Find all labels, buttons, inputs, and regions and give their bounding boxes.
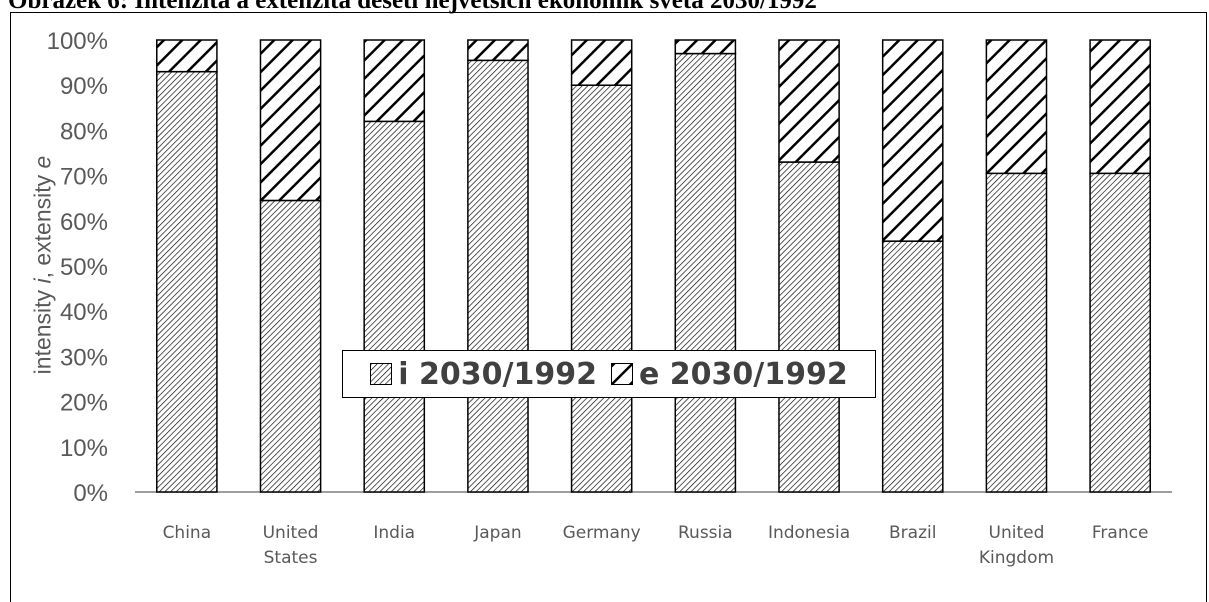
bar-i-segment: [674, 52, 737, 493]
y-tick-label: 0%: [73, 480, 108, 507]
legend-label-e: e 2030/1992: [638, 356, 848, 392]
bar-i-segment: [259, 199, 322, 493]
bar-i-segment: [363, 120, 426, 493]
legend-item-i: i 2030/1992: [370, 357, 597, 392]
x-tick-label: Germany: [563, 523, 641, 543]
y-tick-label: 80%: [60, 118, 108, 145]
bar-i-segment: [1089, 172, 1151, 493]
bar-e-segment: [985, 39, 1048, 175]
bar-e-segment: [467, 39, 529, 62]
x-tick-label: Russia: [678, 523, 733, 543]
chart-title: Obrázek 6: Intenzita a extenzita deseti …: [8, 0, 817, 14]
x-tick-label: United States: [263, 523, 319, 568]
y-axis-label-part: , extensity: [29, 168, 56, 279]
bar-e-segment: [1089, 39, 1151, 175]
y-tick-label: 70%: [60, 164, 108, 191]
chart-legend: i 2030/1992 e 2030/1992: [342, 350, 876, 398]
y-tick-label: 100%: [47, 28, 108, 55]
y-axis-label: intensity i, extensity e: [30, 156, 57, 375]
bar-e-segment: [674, 39, 737, 55]
x-tick-label: Indonesia: [768, 523, 850, 543]
x-tick-label: China: [163, 523, 212, 543]
bar-e-segment: [156, 39, 218, 73]
y-axis-label-var-e: e: [29, 155, 56, 169]
bar-i-segment: [778, 161, 840, 493]
x-tick-label: France: [1092, 523, 1149, 543]
y-axis-label-var-i: i: [29, 278, 56, 284]
y-tick-label: 10%: [60, 435, 108, 462]
chart-frame: [10, 12, 1207, 602]
x-tick-label: Brazil: [889, 523, 936, 543]
bar-i-segment: [985, 172, 1048, 493]
x-tick-label: Japan: [473, 523, 521, 543]
y-tick-label: 50%: [60, 254, 108, 281]
bar-e-segment: [363, 39, 426, 123]
y-tick-label: 20%: [60, 390, 108, 417]
legend-label-i: i 2030/1992: [398, 356, 597, 392]
bar-i-segment: [467, 59, 529, 493]
bar-i-segment: [156, 70, 218, 493]
bar-e-segment: [881, 39, 944, 242]
y-tick-label: 40%: [60, 299, 108, 326]
bar-e-segment: [259, 39, 322, 202]
legend-swatch-e: [610, 363, 633, 385]
y-axis-label-part: intensity: [29, 283, 56, 375]
x-tick-label: India: [373, 523, 415, 543]
x-tick-label: United Kingdom: [979, 523, 1054, 568]
bar-e-segment: [778, 39, 840, 163]
bar-i-segment: [570, 84, 633, 493]
bar-e-segment: [570, 39, 633, 86]
y-tick-label: 30%: [60, 344, 108, 371]
legend-item-e: e 2030/1992: [610, 356, 848, 392]
y-tick-label: 60%: [60, 209, 108, 236]
bar-i-segment: [881, 240, 944, 493]
legend-swatch-i: [370, 363, 393, 385]
y-tick-label: 90%: [60, 73, 108, 100]
